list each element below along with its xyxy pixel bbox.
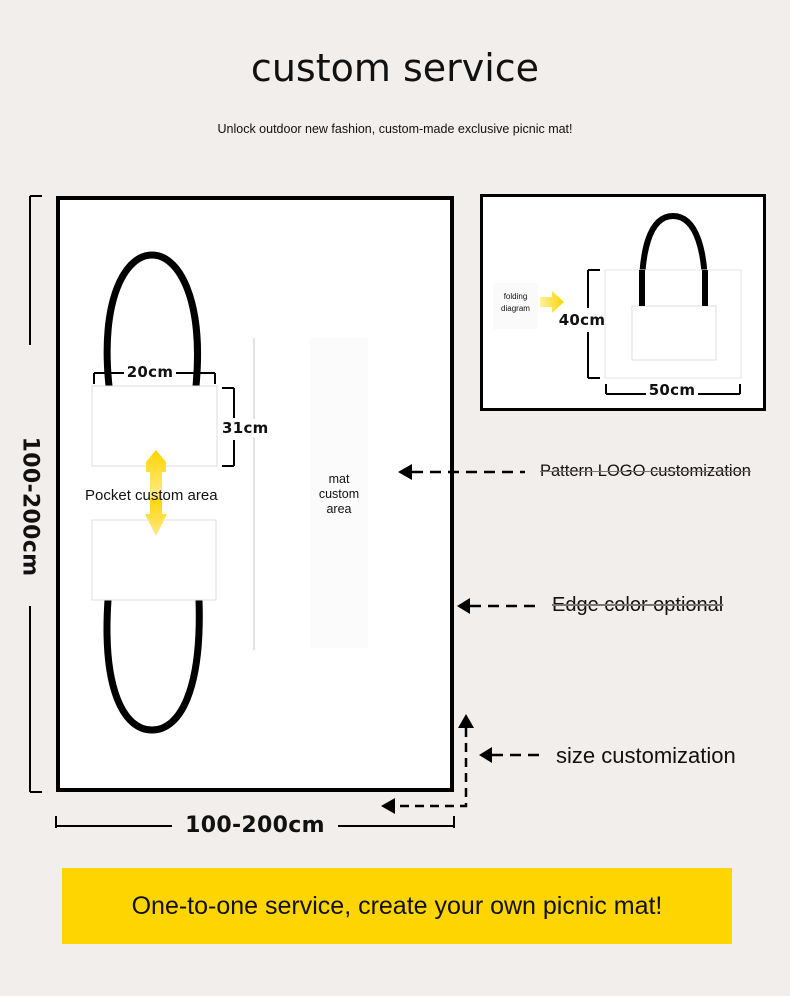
pocket-arrow-down [145, 498, 167, 536]
fold-height-dimension [587, 269, 600, 379]
edge-color-callout: Edge color optional [552, 594, 724, 616]
pocket-area-label: Pocket custom area [85, 487, 218, 504]
size-bracket-arrow [395, 728, 468, 808]
mat-area-label: mat custom area [308, 472, 370, 517]
mat-handle-top [103, 251, 201, 387]
mat-area-label-line: mat [328, 472, 350, 486]
pattern-logo-callout: Pattern LOGO customization [540, 462, 751, 480]
pocket-height-dimension [222, 387, 235, 467]
pocket-width-label: 20cm [126, 363, 174, 381]
size-customization-callout: size customization [556, 743, 736, 768]
folding-label-line: diagram [501, 304, 530, 313]
mat-custom-area-box [310, 338, 368, 648]
fold-height-label: 40cm [558, 311, 606, 329]
fold-width-label: 50cm [648, 381, 696, 399]
mat-area-label-line: custom [318, 487, 360, 501]
pocket-width-dimension [93, 372, 216, 384]
page-subtitle: Unlock outdoor new fashion, custom-made … [217, 122, 573, 136]
mat-handle-bottom [103, 599, 203, 734]
mat-width-label: 100-200cm [185, 813, 325, 838]
pattern-arrow-head [398, 464, 412, 480]
mat-height-dimension [29, 195, 42, 793]
mat-area-label-line: area [326, 502, 352, 516]
folding-arrow [540, 291, 564, 313]
page-title: custom service [250, 46, 540, 90]
size-bracket-arrow-left [381, 798, 395, 814]
mat-height-label: 100-200cm [17, 436, 43, 577]
folded-bag [604, 212, 742, 379]
fold-width-dimension [605, 384, 741, 395]
folding-label-line: folding [503, 292, 528, 301]
size-bracket-arrow-up [458, 714, 474, 728]
pocket-height-label: 31cm [222, 419, 272, 437]
size-arrow-head [479, 747, 492, 763]
edge-arrow-head [457, 598, 470, 614]
folding-label-box [493, 283, 538, 329]
pocket-bottom [91, 519, 217, 601]
service-banner: One-to-one service, create your own picn… [62, 868, 732, 944]
mat-width-dimension [55, 816, 455, 828]
folding-label: folding diagram [493, 291, 538, 315]
